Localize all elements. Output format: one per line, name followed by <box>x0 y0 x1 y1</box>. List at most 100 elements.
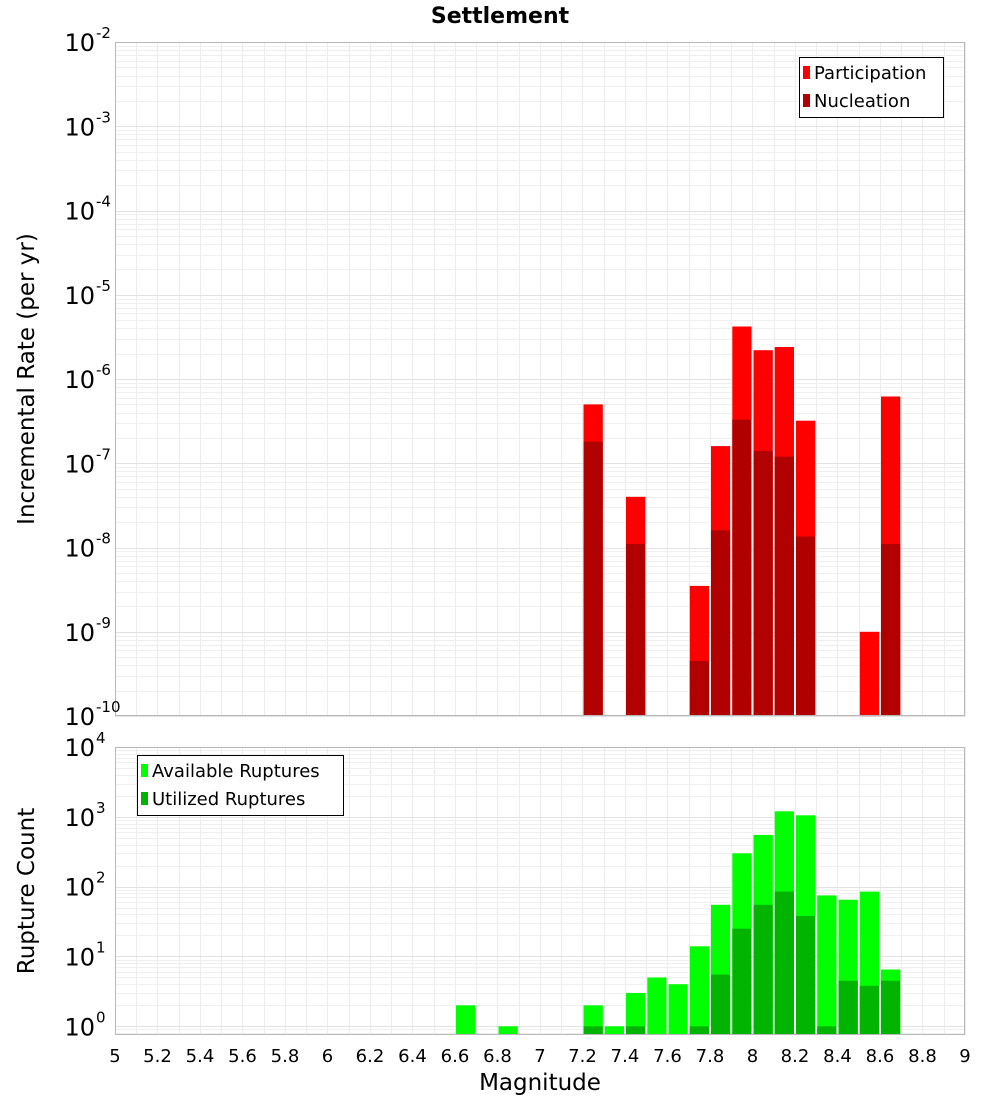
x-tick-label: 6 <box>322 1046 333 1067</box>
bar-inner-utilized-ruptures <box>859 985 880 1035</box>
y-tick-base: 10 <box>64 874 95 902</box>
bar-inner-nucleation <box>711 530 731 716</box>
bar-inner-nucleation <box>626 544 646 716</box>
y-tick-label: 10 -7 <box>64 445 111 478</box>
bar-participation <box>859 631 880 717</box>
x-tick-label: 7.2 <box>568 1046 597 1067</box>
bar-inner-utilized-ruptures <box>711 974 731 1035</box>
bottom-legend: Available Ruptures Utilized Ruptures <box>137 755 344 816</box>
y-tick-exponent: -3 <box>96 108 111 126</box>
x-tick-label: 8.2 <box>781 1046 810 1067</box>
x-tick-label: 9 <box>959 1046 970 1067</box>
y-tick-exponent: -6 <box>96 361 111 379</box>
bar-inner-nucleation <box>689 661 710 716</box>
bar-available-ruptures <box>817 895 837 1035</box>
bar-inner-utilized-ruptures <box>796 916 816 1035</box>
bar-inner-utilized-ruptures <box>689 1026 710 1035</box>
y-tick-exponent: 2 <box>96 869 106 887</box>
x-tick-label: 8.6 <box>866 1046 895 1067</box>
legend-swatch-participation <box>803 66 810 79</box>
y-tick-base: 10 <box>64 535 95 563</box>
x-tick-label: 6.2 <box>356 1046 385 1067</box>
legend-label-available-ruptures: Available Ruptures <box>152 761 320 782</box>
y-tick-base: 10 <box>64 1013 95 1041</box>
bar-inner-nucleation <box>796 536 816 716</box>
bar-inner-nucleation <box>753 450 773 716</box>
legend-swatch-utilized-ruptures <box>141 792 148 805</box>
legend-label-utilized-ruptures: Utilized Ruptures <box>152 789 305 810</box>
y-tick-label: 10 1 <box>64 939 105 972</box>
legend-label-nucleation: Nucleation <box>814 91 910 112</box>
bar-inner-nucleation <box>732 419 752 716</box>
bottom-y-axis-label: Rupture Count <box>14 808 40 974</box>
bar-inner-utilized-ruptures <box>753 904 773 1035</box>
bar-available-ruptures <box>668 984 688 1035</box>
y-tick-label: 10 -9 <box>64 614 111 647</box>
x-tick-label: 6.8 <box>483 1046 512 1067</box>
y-tick-exponent: -10 <box>96 698 121 716</box>
y-tick-label: 10 -6 <box>64 361 111 394</box>
y-tick-base: 10 <box>64 703 95 731</box>
bar-inner-utilized-ruptures <box>838 980 858 1035</box>
y-tick-base: 10 <box>64 366 95 394</box>
top-legend: Participation Nucleation <box>799 57 944 118</box>
top-legend-box <box>799 57 944 118</box>
legend-swatch-nucleation <box>803 94 810 107</box>
bar-inner-utilized-ruptures <box>732 928 752 1035</box>
y-tick-base: 10 <box>64 282 95 310</box>
top-y-axis-label: Incremental Rate (per yr) <box>14 233 40 525</box>
y-tick-base: 10 <box>64 29 95 57</box>
bottom-legend-box <box>137 755 344 816</box>
x-tick-label: 6.6 <box>441 1046 470 1067</box>
top-grid <box>115 42 966 717</box>
y-tick-label: 10 -2 <box>64 24 111 57</box>
y-tick-base: 10 <box>64 619 95 647</box>
y-tick-exponent: -2 <box>96 24 111 42</box>
x-ticks: 5 5.2 5.4 5.6 5.8 6 6.2 6.4 6.6 6.8 7 7.2 7.4 7.6 7.8 8… <box>109 1046 970 1067</box>
y-tick-label: 10 3 <box>64 799 105 832</box>
x-tick-label: 5.6 <box>228 1046 257 1067</box>
bar-inner-nucleation <box>583 441 603 716</box>
x-tick-label: 7.6 <box>653 1046 682 1067</box>
bar-available-ruptures <box>604 1026 624 1035</box>
bar-inner-utilized-ruptures <box>626 1026 646 1035</box>
y-tick-exponent: 3 <box>96 799 106 817</box>
bar-available-ruptures <box>689 946 710 1035</box>
top-bars <box>583 326 901 717</box>
bar-inner-utilized-ruptures <box>881 980 901 1035</box>
chart-title: Settlement <box>431 4 570 29</box>
y-tick-label: 10 -8 <box>64 530 111 563</box>
y-tick-base: 10 <box>64 944 95 972</box>
x-tick-label: 5.8 <box>271 1046 300 1067</box>
x-tick-label: 8.8 <box>908 1046 937 1067</box>
y-tick-base: 10 <box>64 113 95 141</box>
x-tick-label: 8.4 <box>823 1046 852 1067</box>
legend-swatch-available-ruptures <box>141 764 148 777</box>
y-tick-exponent: 0 <box>96 1008 106 1026</box>
x-tick-label: 7 <box>534 1046 545 1067</box>
y-tick-exponent: -4 <box>96 193 111 211</box>
y-tick-label: 10 -10 <box>64 698 120 731</box>
y-tick-exponent: -9 <box>96 614 111 632</box>
y-tick-label: 10 0 <box>64 1008 105 1041</box>
bar-inner-utilized-ruptures <box>817 1026 837 1035</box>
top-plot-border <box>115 42 965 716</box>
x-tick-label: 7.8 <box>696 1046 725 1067</box>
bar-inner-utilized-ruptures <box>774 891 794 1035</box>
y-tick-label: 10 4 <box>64 729 105 762</box>
y-tick-exponent: 4 <box>96 729 106 747</box>
x-tick-label: 8 <box>747 1046 758 1067</box>
y-tick-exponent: -8 <box>96 530 111 548</box>
y-tick-base: 10 <box>64 198 95 226</box>
bar-inner-nucleation <box>881 544 901 716</box>
legend-label-participation: Participation <box>814 63 926 84</box>
x-tick-label: 6.4 <box>398 1046 427 1067</box>
y-tick-label: 10 2 <box>64 869 105 902</box>
bar-available-ruptures <box>498 1026 518 1035</box>
y-tick-label: 10 -3 <box>64 108 111 141</box>
bottom-plot-border <box>115 747 965 1035</box>
